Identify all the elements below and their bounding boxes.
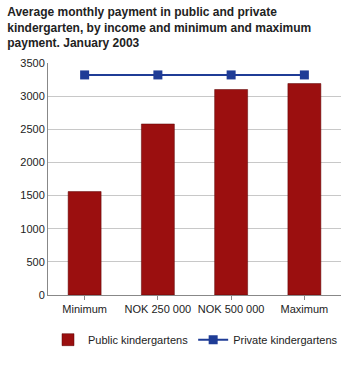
svg-text:1000: 1000 bbox=[20, 223, 44, 235]
svg-text:0: 0 bbox=[39, 289, 45, 301]
svg-text:Maximum: Maximum bbox=[281, 303, 329, 315]
svg-text:Public kindergartens: Public kindergartens bbox=[88, 334, 188, 346]
svg-text:3000: 3000 bbox=[20, 90, 44, 102]
svg-text:2500: 2500 bbox=[20, 123, 44, 135]
svg-text:Private kindergartens: Private kindergartens bbox=[233, 334, 337, 346]
svg-text:Average monthly payment in pub: Average monthly payment in public and pr… bbox=[7, 5, 311, 50]
svg-text:NOK 500 000: NOK 500 000 bbox=[198, 303, 265, 315]
svg-text:NOK 250 000: NOK 250 000 bbox=[125, 303, 192, 315]
svg-text:1500: 1500 bbox=[20, 189, 44, 201]
svg-text:3500: 3500 bbox=[20, 57, 44, 69]
svg-text:500: 500 bbox=[26, 256, 44, 268]
svg-text:2000: 2000 bbox=[20, 156, 44, 168]
svg-text:Minimum: Minimum bbox=[62, 303, 107, 315]
